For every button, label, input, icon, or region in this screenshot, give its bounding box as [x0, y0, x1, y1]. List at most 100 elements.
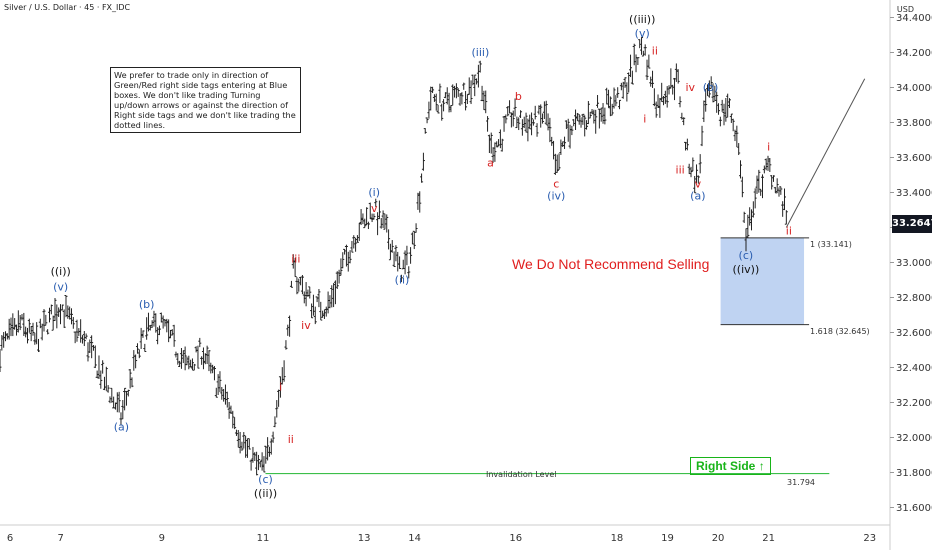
- price-bar: [288, 315, 292, 337]
- price-bar: [425, 117, 429, 124]
- price-bar: [178, 360, 182, 367]
- wave-label: (v): [53, 281, 68, 294]
- price-bar: [779, 186, 783, 195]
- wave-label: v: [695, 177, 702, 190]
- price-bar: [586, 101, 590, 125]
- price-bar: [115, 392, 119, 413]
- price-bar: [612, 87, 616, 109]
- price-bar: [299, 276, 303, 286]
- price-bar: [249, 459, 253, 471]
- price-bar: [484, 90, 488, 114]
- price-bar: [630, 70, 634, 85]
- price-bar: [31, 322, 35, 336]
- price-bar: [135, 343, 139, 354]
- price-bar: [432, 94, 436, 102]
- price-bar: [733, 129, 737, 142]
- price-bar: [123, 387, 127, 411]
- price-bar: [401, 259, 405, 270]
- price-bar: [170, 329, 174, 336]
- price-bar: [121, 400, 125, 420]
- price-bar: [365, 207, 369, 226]
- price-bar: [363, 218, 367, 229]
- wave-label: i: [643, 113, 646, 126]
- price-bar: [438, 83, 442, 103]
- price-bar: [333, 280, 337, 305]
- price-bar: [337, 269, 341, 284]
- price-bar: [533, 105, 537, 120]
- price-bar: [588, 111, 592, 119]
- price-bar: [374, 198, 378, 207]
- price-bar: [372, 213, 376, 220]
- price-bar: [198, 337, 202, 348]
- price-bar: [145, 317, 149, 340]
- last-price-badge: 33.2647: [892, 215, 932, 233]
- price-bar: [574, 109, 578, 130]
- price-bar: [297, 278, 301, 292]
- price-bar: [440, 103, 444, 121]
- price-bar: [354, 237, 358, 252]
- price-bar: [27, 318, 31, 333]
- y-tick-label: 32.6000: [896, 328, 932, 339]
- price-bar: [101, 360, 105, 374]
- price-bar: [673, 77, 677, 101]
- price-bar: [273, 416, 277, 428]
- price-bar: [585, 120, 589, 130]
- price-bar: [108, 396, 112, 404]
- price-bar: [36, 338, 40, 353]
- price-bar: [266, 437, 270, 461]
- price-bar: [753, 188, 757, 209]
- price-bar: [291, 254, 295, 269]
- price-bar: [731, 118, 735, 132]
- price-bar: [605, 87, 609, 105]
- y-tick-label: 34.2000: [896, 48, 932, 59]
- price-bar: [717, 103, 721, 115]
- price-bar: [746, 214, 750, 238]
- price-bar: [667, 85, 671, 95]
- price-bar: [515, 116, 519, 129]
- price-bar: [478, 60, 482, 73]
- price-bar: [119, 412, 123, 426]
- price-bar: [431, 86, 435, 94]
- x-tick-label: 16: [509, 533, 522, 544]
- price-bar: [150, 320, 154, 328]
- price-bar: [465, 94, 469, 105]
- price-bar: [370, 213, 374, 223]
- price-bar: [398, 256, 402, 269]
- price-bar: [711, 83, 715, 103]
- wave-label: ((ii)): [254, 487, 277, 500]
- price-bar: [29, 325, 33, 342]
- price-bar: [332, 283, 336, 308]
- price-bar: [552, 140, 556, 160]
- price-bar: [156, 327, 160, 345]
- price-bar: [68, 306, 72, 320]
- price-bar: [759, 188, 763, 196]
- price-bar: [102, 376, 106, 391]
- price-bar: [357, 222, 361, 241]
- price-bar: [328, 295, 332, 309]
- price-bar: [245, 438, 249, 458]
- price-bar: [381, 210, 385, 229]
- y-tick-label: 34.4000: [896, 13, 932, 24]
- price-bar: [396, 251, 400, 272]
- price-bar: [379, 218, 383, 229]
- price-bar: [566, 118, 570, 142]
- price-bar: [480, 85, 484, 102]
- price-bar: [412, 230, 416, 250]
- price-bar: [44, 314, 48, 326]
- price-bar: [84, 333, 88, 340]
- price-bar: [321, 310, 325, 318]
- price-bar: [590, 108, 594, 115]
- price-bar: [687, 163, 691, 174]
- price-bar: [20, 314, 24, 321]
- advice-text: We Do Not Recommend Selling: [512, 256, 710, 272]
- price-bar: [715, 91, 719, 113]
- price-bar: [117, 391, 121, 413]
- price-bar: [557, 153, 561, 171]
- price-bar: [330, 285, 334, 308]
- price-bar: [647, 54, 651, 69]
- price-bar: [548, 117, 552, 143]
- price-bar: [454, 83, 458, 99]
- price-bar: [308, 286, 312, 299]
- price-bar: [467, 77, 471, 95]
- wave-label: ii: [652, 44, 658, 57]
